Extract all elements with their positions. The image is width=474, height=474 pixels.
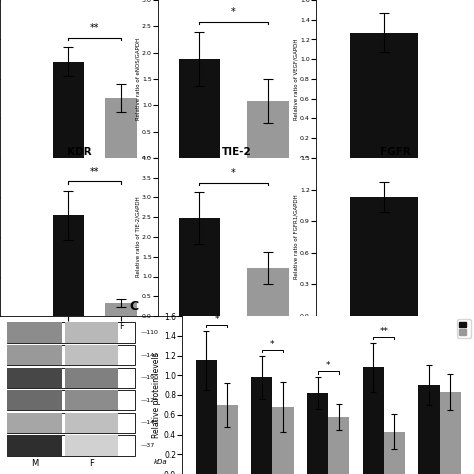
Bar: [7, 322, 135, 343]
Bar: [247, 268, 289, 316]
Bar: [439, 392, 461, 474]
Text: **: **: [90, 23, 100, 33]
Title: FGFR: FGFR: [380, 147, 410, 157]
Bar: [105, 303, 137, 316]
Bar: [65, 413, 118, 433]
Bar: [65, 390, 118, 410]
Y-axis label: Relative ratio of eNOS/GAPDH: Relative ratio of eNOS/GAPDH: [136, 38, 140, 120]
Title: KDR: KDR: [67, 147, 91, 157]
Bar: [350, 33, 418, 158]
Bar: [273, 407, 293, 474]
Bar: [7, 367, 135, 388]
Bar: [7, 322, 62, 343]
Y-axis label: Relative ratio of FGFR1/GAPDH: Relative ratio of FGFR1/GAPDH: [293, 195, 299, 279]
Text: *: *: [231, 168, 236, 178]
Text: *: *: [270, 339, 275, 348]
Bar: [7, 345, 62, 365]
Bar: [7, 413, 62, 433]
Bar: [7, 435, 135, 456]
Text: M: M: [31, 459, 38, 468]
Bar: [7, 390, 62, 410]
Text: —190: —190: [140, 375, 158, 380]
Bar: [65, 345, 118, 365]
Y-axis label: Relative ratio of TIE-2/GAPDH: Relative ratio of TIE-2/GAPDH: [136, 197, 140, 277]
Y-axis label: Relative ratio of VEGF/GAPDH: Relative ratio of VEGF/GAPDH: [293, 38, 299, 120]
Text: **: **: [90, 166, 100, 176]
Bar: [384, 431, 405, 474]
Legend: , : ,: [457, 319, 471, 337]
Bar: [7, 367, 62, 388]
Bar: [65, 367, 118, 388]
Bar: [307, 393, 328, 474]
Bar: [179, 218, 220, 316]
Bar: [65, 322, 118, 343]
Bar: [350, 197, 418, 316]
Text: —125: —125: [140, 398, 158, 403]
Text: *: *: [326, 361, 330, 370]
Text: —37: —37: [140, 443, 155, 448]
Text: *: *: [231, 8, 236, 18]
Bar: [65, 435, 118, 456]
Bar: [247, 101, 289, 158]
Bar: [7, 345, 135, 365]
Bar: [363, 367, 384, 474]
Bar: [251, 377, 273, 474]
Text: kDa: kDa: [154, 459, 167, 465]
Text: **: **: [379, 327, 388, 336]
Bar: [328, 417, 349, 474]
Bar: [419, 385, 439, 474]
Text: —140: —140: [140, 353, 158, 357]
Bar: [179, 59, 220, 158]
Bar: [53, 62, 84, 158]
Bar: [196, 360, 217, 474]
Text: F: F: [89, 459, 94, 468]
Text: *: *: [215, 315, 219, 324]
Bar: [53, 215, 84, 316]
Bar: [7, 413, 135, 433]
Bar: [217, 405, 238, 474]
Bar: [7, 390, 135, 410]
Y-axis label: Relative protein levels: Relative protein levels: [152, 352, 161, 438]
Text: —145: —145: [140, 420, 158, 425]
Text: —110: —110: [140, 330, 158, 335]
Title: TIE-2: TIE-2: [222, 147, 252, 157]
Bar: [105, 98, 137, 158]
Text: C: C: [130, 300, 139, 313]
Bar: [7, 435, 62, 456]
